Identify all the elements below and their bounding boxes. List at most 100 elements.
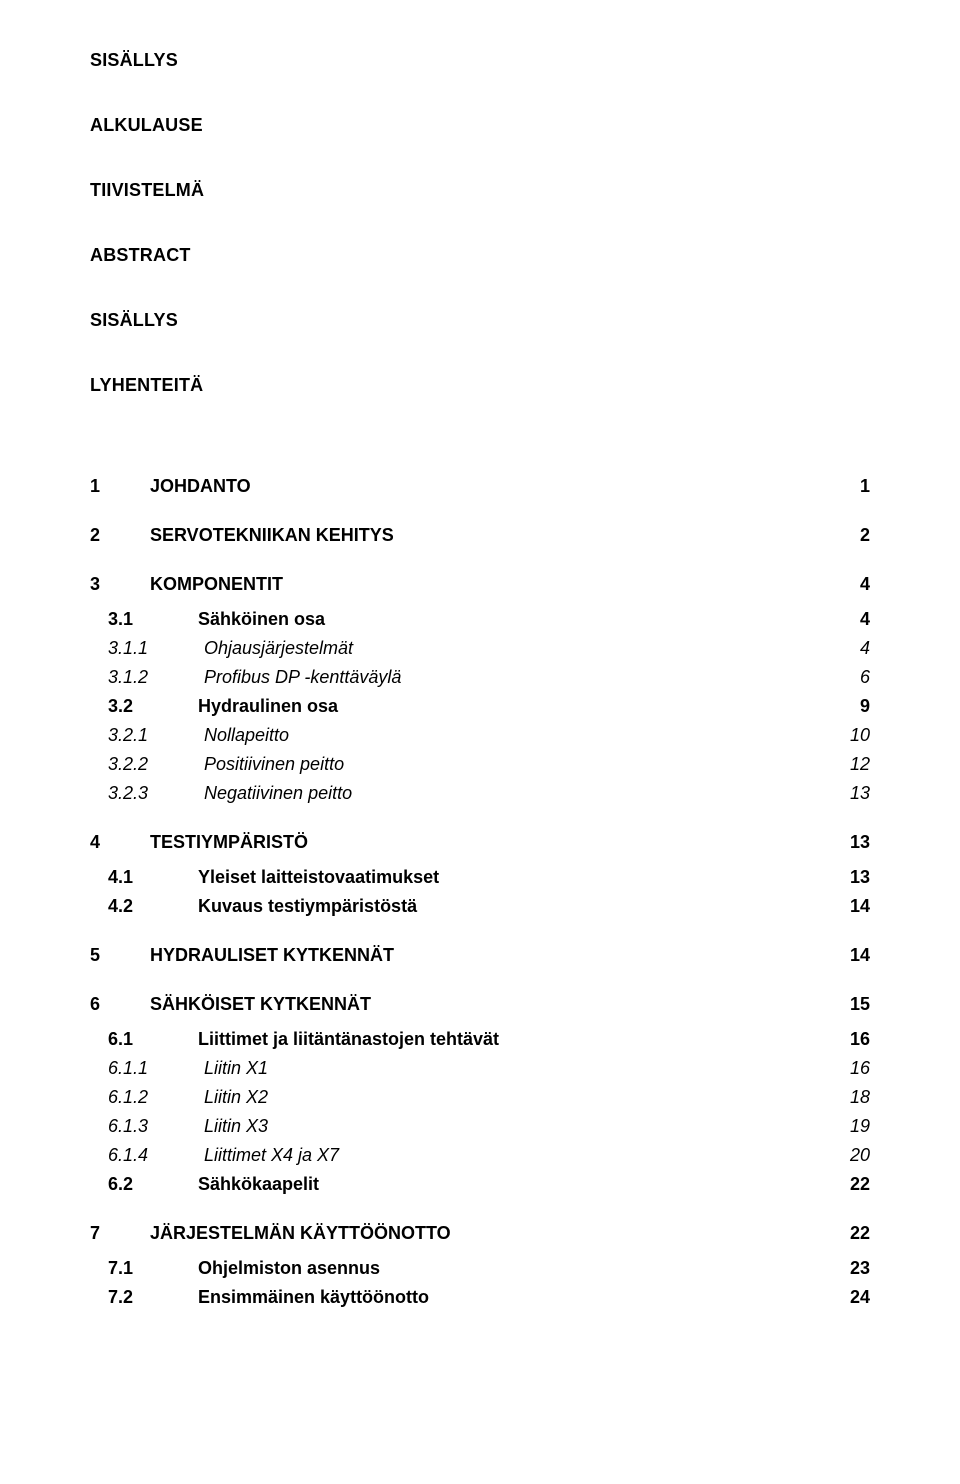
toc-label: Liitin X3 bbox=[204, 1116, 830, 1137]
toc-row: 4.1 Yleiset laitteistovaatimukset 13 bbox=[90, 867, 870, 888]
toc-num: 6.1.3 bbox=[90, 1116, 204, 1137]
toc-num: 6.1.2 bbox=[90, 1087, 204, 1108]
toc-row: 3.1.2 Profibus DP -kenttäväylä 6 bbox=[90, 667, 870, 688]
toc-num: 6.2 bbox=[90, 1174, 198, 1195]
toc-row: 4 TESTIYMPÄRISTÖ 13 bbox=[90, 832, 870, 853]
heading-alkulause: ALKULAUSE bbox=[90, 115, 870, 136]
heading-abstract: ABSTRACT bbox=[90, 245, 870, 266]
toc-label: Liitin X2 bbox=[204, 1087, 830, 1108]
heading-tiivistelma: TIIVISTELMÄ bbox=[90, 180, 870, 201]
toc-label: HYDRAULISET KYTKENNÄT bbox=[150, 945, 830, 966]
toc-label: Negatiivinen peitto bbox=[204, 783, 830, 804]
toc-row: 6.1.4 Liittimet X4 ja X7 20 bbox=[90, 1145, 870, 1166]
toc-page: 18 bbox=[830, 1087, 870, 1108]
toc-page: 20 bbox=[830, 1145, 870, 1166]
toc-num: 3.2.2 bbox=[90, 754, 204, 775]
heading-lyhenteita: LYHENTEITÄ bbox=[90, 375, 870, 396]
toc-row: 3.2.2 Positiivinen peitto 12 bbox=[90, 754, 870, 775]
toc-label: SÄHKÖISET KYTKENNÄT bbox=[150, 994, 830, 1015]
toc-row: 1 JOHDANTO 1 bbox=[90, 476, 870, 497]
toc-label: JOHDANTO bbox=[150, 476, 830, 497]
toc-label: KOMPONENTIT bbox=[150, 574, 830, 595]
toc-num: 6.1 bbox=[90, 1029, 198, 1050]
toc-label: Profibus DP -kenttäväylä bbox=[204, 667, 830, 688]
toc-page: 14 bbox=[830, 896, 870, 917]
toc-row: 3.1.1 Ohjausjärjestelmät 4 bbox=[90, 638, 870, 659]
toc-label: Liittimet X4 ja X7 bbox=[204, 1145, 830, 1166]
toc-label: Ensimmäinen käyttöönotto bbox=[198, 1287, 830, 1308]
toc-label: Ohjausjärjestelmät bbox=[204, 638, 830, 659]
toc-num: 5 bbox=[90, 945, 150, 966]
toc-row: 6.1.2 Liitin X2 18 bbox=[90, 1087, 870, 1108]
toc-page: 22 bbox=[830, 1174, 870, 1195]
toc-label: Sähkökaapelit bbox=[198, 1174, 830, 1195]
toc-num: 6 bbox=[90, 994, 150, 1015]
toc-row: 3.2 Hydraulinen osa 9 bbox=[90, 696, 870, 717]
toc-row: 7 JÄRJESTELMÄN KÄYTTÖÖNOTTO 22 bbox=[90, 1223, 870, 1244]
toc-page: 15 bbox=[830, 994, 870, 1015]
toc-label: Nollapeitto bbox=[204, 725, 830, 746]
toc-label: Hydraulinen osa bbox=[198, 696, 830, 717]
toc-page: 13 bbox=[830, 783, 870, 804]
toc-page: 4 bbox=[830, 609, 870, 630]
toc-num: 3 bbox=[90, 574, 150, 595]
toc-page: 4 bbox=[830, 638, 870, 659]
toc-row: 3.2.1 Nollapeitto 10 bbox=[90, 725, 870, 746]
toc-page: 13 bbox=[830, 867, 870, 888]
toc-num: 4.1 bbox=[90, 867, 198, 888]
toc-num: 4 bbox=[90, 832, 150, 853]
toc-row: 5 HYDRAULISET KYTKENNÄT 14 bbox=[90, 945, 870, 966]
toc-row: 6.1.1 Liitin X1 16 bbox=[90, 1058, 870, 1079]
toc-row: 4.2 Kuvaus testiympäristöstä 14 bbox=[90, 896, 870, 917]
toc-label: JÄRJESTELMÄN KÄYTTÖÖNOTTO bbox=[150, 1223, 830, 1244]
toc-page: 23 bbox=[830, 1258, 870, 1279]
toc-row: 2 SERVOTEKNIIKAN KEHITYS 2 bbox=[90, 525, 870, 546]
toc-label: SERVOTEKNIIKAN KEHITYS bbox=[150, 525, 830, 546]
toc-page: 10 bbox=[830, 725, 870, 746]
toc-row: 3.2.3 Negatiivinen peitto 13 bbox=[90, 783, 870, 804]
toc-num: 3.2.3 bbox=[90, 783, 204, 804]
toc-page: 22 bbox=[830, 1223, 870, 1244]
toc-page: 19 bbox=[830, 1116, 870, 1137]
toc-page: 13 bbox=[830, 832, 870, 853]
toc-page: 2 bbox=[830, 525, 870, 546]
toc-label: Liitin X1 bbox=[204, 1058, 830, 1079]
toc-label: Ohjelmiston asennus bbox=[198, 1258, 830, 1279]
toc-page: 9 bbox=[830, 696, 870, 717]
toc-num: 3.1 bbox=[90, 609, 198, 630]
toc-row: 7.2 Ensimmäinen käyttöönotto 24 bbox=[90, 1287, 870, 1308]
toc-num: 6.1.1 bbox=[90, 1058, 204, 1079]
toc-row: 6.1 Liittimet ja liitäntänastojen tehtäv… bbox=[90, 1029, 870, 1050]
toc-label: Kuvaus testiympäristöstä bbox=[198, 896, 830, 917]
toc-num: 2 bbox=[90, 525, 150, 546]
toc-num: 1 bbox=[90, 476, 150, 497]
toc-page: 16 bbox=[830, 1029, 870, 1050]
toc-page: 4 bbox=[830, 574, 870, 595]
toc-page: 24 bbox=[830, 1287, 870, 1308]
toc-page: 1 bbox=[830, 476, 870, 497]
toc-page: 6 bbox=[830, 667, 870, 688]
toc-num: 7.2 bbox=[90, 1287, 198, 1308]
toc-num: 3.1.2 bbox=[90, 667, 204, 688]
toc-row: 6.1.3 Liitin X3 19 bbox=[90, 1116, 870, 1137]
heading-sisallys2: SISÄLLYS bbox=[90, 310, 870, 331]
toc-label: Liittimet ja liitäntänastojen tehtävät bbox=[198, 1029, 830, 1050]
toc-num: 4.2 bbox=[90, 896, 198, 917]
toc-num: 3.2.1 bbox=[90, 725, 204, 746]
toc-label: Sähköinen osa bbox=[198, 609, 830, 630]
toc-label: TESTIYMPÄRISTÖ bbox=[150, 832, 830, 853]
toc-row: 3.1 Sähköinen osa 4 bbox=[90, 609, 870, 630]
toc-row: 6.2 Sähkökaapelit 22 bbox=[90, 1174, 870, 1195]
toc-row: 3 KOMPONENTIT 4 bbox=[90, 574, 870, 595]
toc-num: 7 bbox=[90, 1223, 150, 1244]
toc-num: 3.2 bbox=[90, 696, 198, 717]
toc-page: 16 bbox=[830, 1058, 870, 1079]
toc-label: Positiivinen peitto bbox=[204, 754, 830, 775]
toc-num: 6.1.4 bbox=[90, 1145, 204, 1166]
toc-num: 7.1 bbox=[90, 1258, 198, 1279]
toc-page: 12 bbox=[830, 754, 870, 775]
toc-num: 3.1.1 bbox=[90, 638, 204, 659]
toc-row: 6 SÄHKÖISET KYTKENNÄT 15 bbox=[90, 994, 870, 1015]
toc-label: Yleiset laitteistovaatimukset bbox=[198, 867, 830, 888]
toc-page: 14 bbox=[830, 945, 870, 966]
